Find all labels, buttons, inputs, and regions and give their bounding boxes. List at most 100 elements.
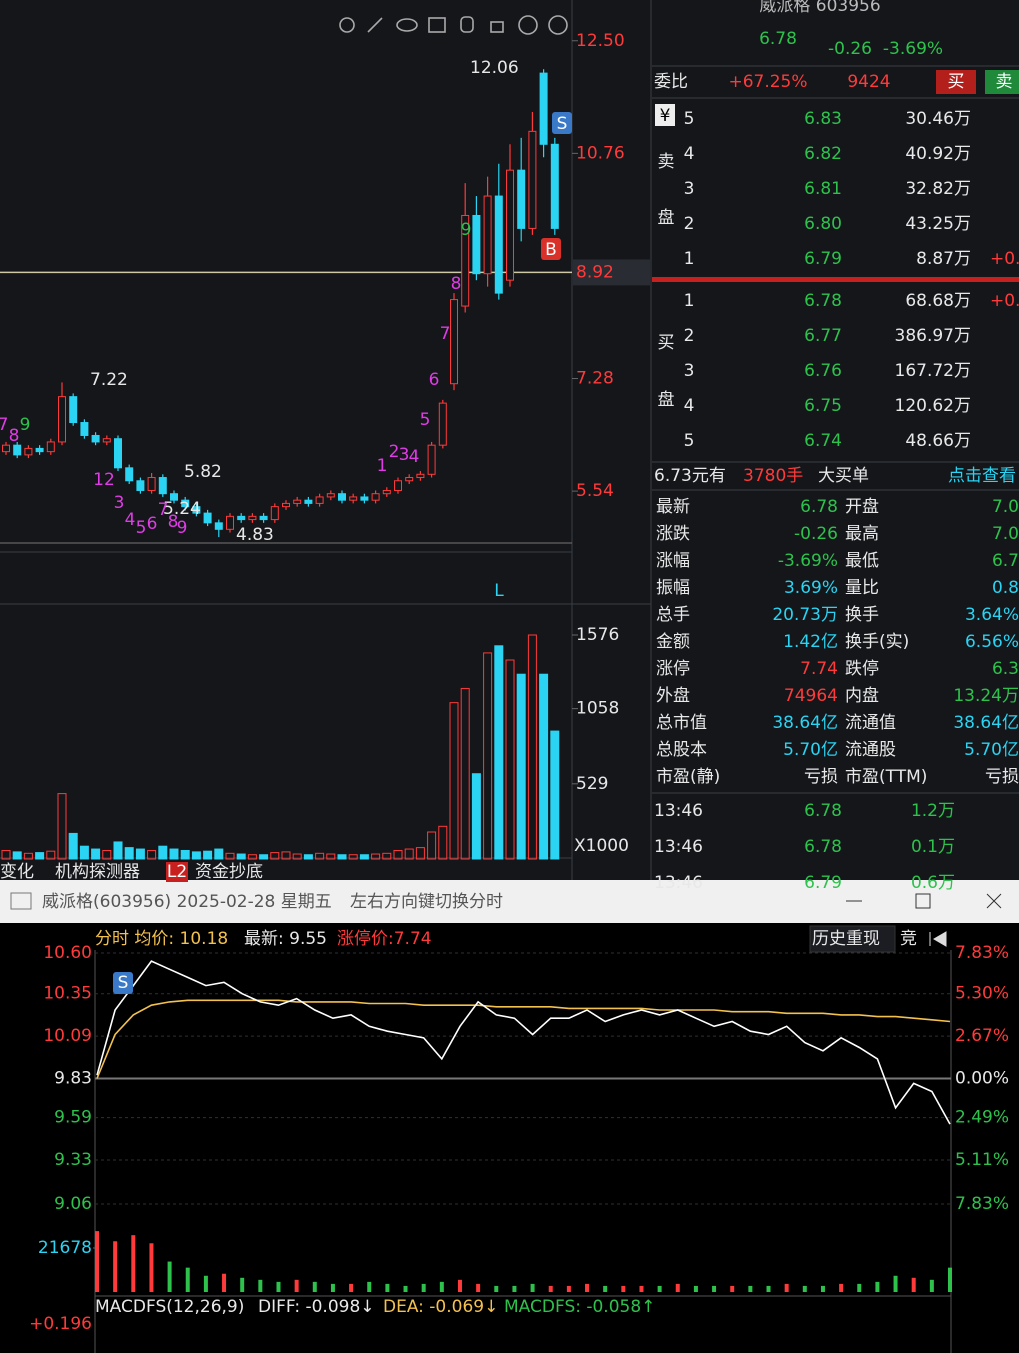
- price-line: [96, 960, 951, 1125]
- book-level: 2: [684, 214, 695, 234]
- eye-icon[interactable]: [396, 18, 418, 32]
- candle-body: [282, 502, 290, 508]
- sell-button[interactable]: [985, 70, 1019, 94]
- book-level: 4: [684, 144, 695, 164]
- buy-button[interactable]: [936, 70, 976, 94]
- candle-body: [405, 477, 414, 482]
- volume-bar: [427, 831, 437, 860]
- stat-value: 6.56%: [965, 632, 1019, 652]
- volume-bar: [348, 854, 358, 860]
- pct-label: 0.00%: [955, 1069, 1009, 1089]
- auction-label: 竞: [900, 929, 917, 949]
- volume-bar: [476, 1283, 481, 1292]
- side-label: 卖: [658, 152, 675, 172]
- stat-label: 总股本: [656, 740, 707, 760]
- yen-icon[interactable]: [655, 104, 675, 126]
- intraday-header: 涨停价:7.74: [337, 929, 432, 949]
- volume-bar: [259, 854, 269, 860]
- volume-bar: [312, 1281, 317, 1292]
- candle-body: [136, 480, 145, 491]
- y-tick-label: 9.59: [54, 1108, 92, 1128]
- book-level: 4: [684, 396, 695, 416]
- back-icon[interactable]: [929, 931, 947, 947]
- td-mark: 9: [20, 415, 31, 435]
- volume-bar: [449, 702, 459, 860]
- y-tick-label: 10.60: [43, 943, 92, 963]
- close-button[interactable]: [986, 893, 1002, 909]
- candle-body: [147, 477, 156, 491]
- td-mark: 4: [125, 510, 136, 530]
- volume-bar: [857, 1283, 862, 1292]
- lock-icon[interactable]: [490, 21, 504, 33]
- candle-body: [371, 493, 380, 501]
- book-level: 3: [684, 179, 695, 199]
- book-price: 6.83: [804, 109, 842, 129]
- volume-bar: [240, 1277, 245, 1292]
- candle-body: [539, 72, 548, 145]
- book-level: 1: [684, 249, 695, 269]
- stat-value: 5.70亿: [964, 740, 1019, 760]
- candle-body: [326, 493, 335, 498]
- maximize-button[interactable]: [915, 893, 931, 909]
- pen-icon[interactable]: [367, 17, 383, 33]
- volume-bar: [169, 848, 179, 860]
- volume-bar: [460, 687, 470, 860]
- big-order: 6.73元有: [654, 466, 726, 486]
- stat-value: 38.64亿: [772, 713, 838, 733]
- book-extra: +0.: [990, 291, 1019, 311]
- weicha: 9424: [847, 72, 890, 92]
- volume-bar: [35, 852, 45, 860]
- td-mark: 8: [168, 512, 179, 532]
- volume-bar: [730, 1285, 735, 1292]
- volume-bar: [839, 1283, 844, 1292]
- volume-bar: [550, 730, 560, 860]
- book-price: 6.79: [804, 249, 842, 269]
- candle-body: [2, 444, 10, 453]
- candle-body: [349, 496, 358, 501]
- volume-bar: [315, 852, 325, 860]
- volume-bar: [131, 1235, 136, 1292]
- volume-bar: [494, 645, 504, 860]
- volume-bar: [236, 853, 246, 860]
- macd-label: DIFF: -0.098↓: [258, 1297, 375, 1317]
- tick-volume: 0.6万: [911, 873, 955, 893]
- box-icon[interactable]: [428, 17, 446, 33]
- volume-bar: [294, 1279, 299, 1292]
- stat-label: 换手: [845, 605, 879, 625]
- volume-bar: [530, 1283, 535, 1292]
- zoom-in-icon[interactable]: [518, 15, 538, 35]
- volume-bar: [214, 848, 224, 860]
- book-price: 6.76: [804, 361, 842, 381]
- zoom-out-icon[interactable]: [548, 15, 568, 35]
- side-label: 买: [658, 333, 675, 353]
- signal-text: B: [545, 240, 557, 260]
- td-mark: 12: [93, 470, 115, 490]
- volume-bar: [57, 793, 67, 860]
- volume-bar: [247, 854, 257, 860]
- volume-bar: [802, 1285, 807, 1292]
- stat-value: 7.74: [800, 659, 838, 679]
- hand-icon[interactable]: [460, 16, 474, 33]
- volume-bar: [281, 851, 291, 860]
- volume-bar: [23, 852, 33, 860]
- pct-label: 2.67%: [955, 1026, 1009, 1046]
- tab: 资金抄底: [195, 862, 263, 882]
- stat-label: 最新: [656, 497, 690, 517]
- candle-body: [158, 477, 167, 495]
- candle-body: [472, 214, 481, 275]
- book-price: 6.82: [804, 144, 842, 164]
- y-tick-label: 12.50: [576, 31, 625, 51]
- book-volume: 30.46万: [905, 109, 971, 129]
- stat-label: 涨跌: [656, 524, 690, 544]
- stat-value: 38.64亿: [953, 713, 1019, 733]
- big-order: 点击查看: [948, 466, 1016, 486]
- volume-bar: [95, 1231, 99, 1292]
- stat-label: 总市值: [656, 713, 707, 733]
- replay-button[interactable]: [809, 925, 896, 953]
- tick-volume: 0.1万: [911, 837, 955, 857]
- stat-label: 金额: [656, 632, 690, 652]
- volume-bar: [12, 851, 22, 860]
- settings-icon[interactable]: [339, 17, 355, 33]
- candle-body: [248, 515, 257, 521]
